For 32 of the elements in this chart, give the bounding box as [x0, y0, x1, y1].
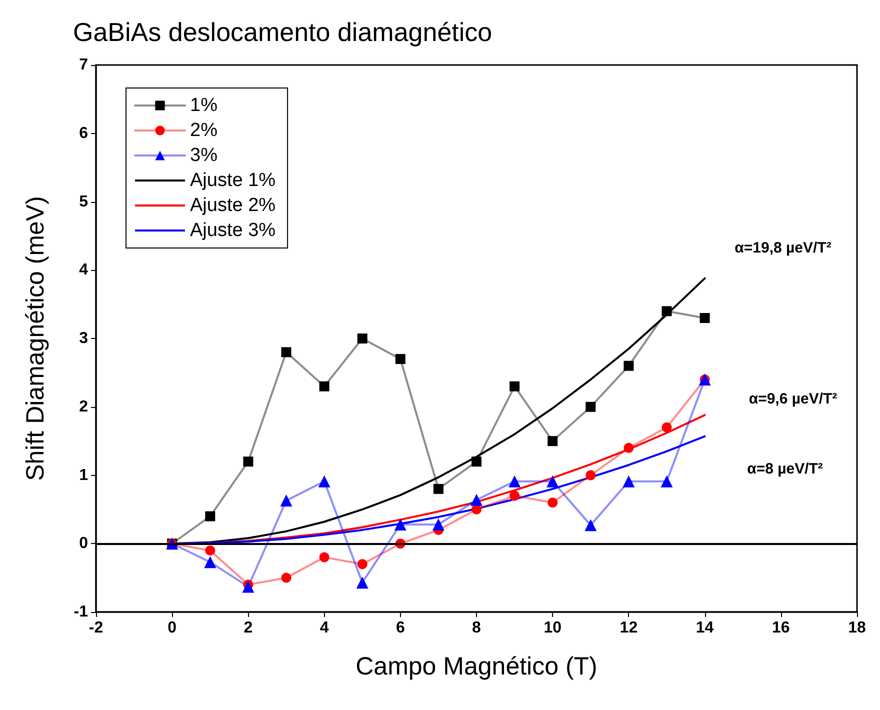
- legend-label: 1%: [190, 95, 218, 116]
- x-tick-label: 10: [544, 620, 562, 636]
- y-tick-label: 4: [79, 262, 88, 279]
- y-tick-label: -1: [74, 604, 88, 620]
- y-tick-label: 2: [79, 398, 88, 416]
- x-tick-label: 6: [396, 620, 405, 636]
- chart-title: GaBiAs deslocamento diamagnético: [73, 17, 492, 47]
- x-tick-label: -2: [88, 620, 104, 636]
- legend-label: Ajuste 3%: [190, 220, 276, 241]
- legend-label: Ajuste 2%: [190, 195, 276, 216]
- x-axis-title: Campo Magnético (T): [356, 652, 598, 680]
- x-tick-label: 0: [168, 620, 177, 636]
- y-tick-label: 1: [79, 466, 88, 484]
- y-tick-label: 5: [79, 193, 88, 210]
- y-tick-label: 6: [79, 124, 88, 142]
- annotation: α=9,6 µeV/T²: [748, 390, 838, 408]
- x-tick-label: 18: [848, 620, 866, 636]
- y-tick-label: 0: [79, 535, 88, 552]
- y-tick-label: 7: [79, 56, 88, 74]
- x-tick-label: 4: [320, 620, 329, 636]
- x-tick-label: 12: [620, 620, 638, 636]
- x-tick-label: 14: [696, 620, 714, 636]
- annotation: α=19,8 µeV/T²: [734, 240, 832, 256]
- legend-label: 3%: [190, 145, 218, 166]
- annotation: α=8 µeV/T²: [747, 460, 823, 478]
- y-tick-label: 3: [79, 330, 88, 347]
- legend-label: Ajuste 1%: [190, 170, 276, 191]
- x-tick-label: 8: [472, 620, 482, 636]
- y-axis-title: Shift Diamagnético (meV): [22, 196, 50, 481]
- x-tick-label: 16: [772, 620, 790, 636]
- x-tick-label: 2: [244, 620, 253, 636]
- legend-label: 2%: [190, 120, 218, 141]
